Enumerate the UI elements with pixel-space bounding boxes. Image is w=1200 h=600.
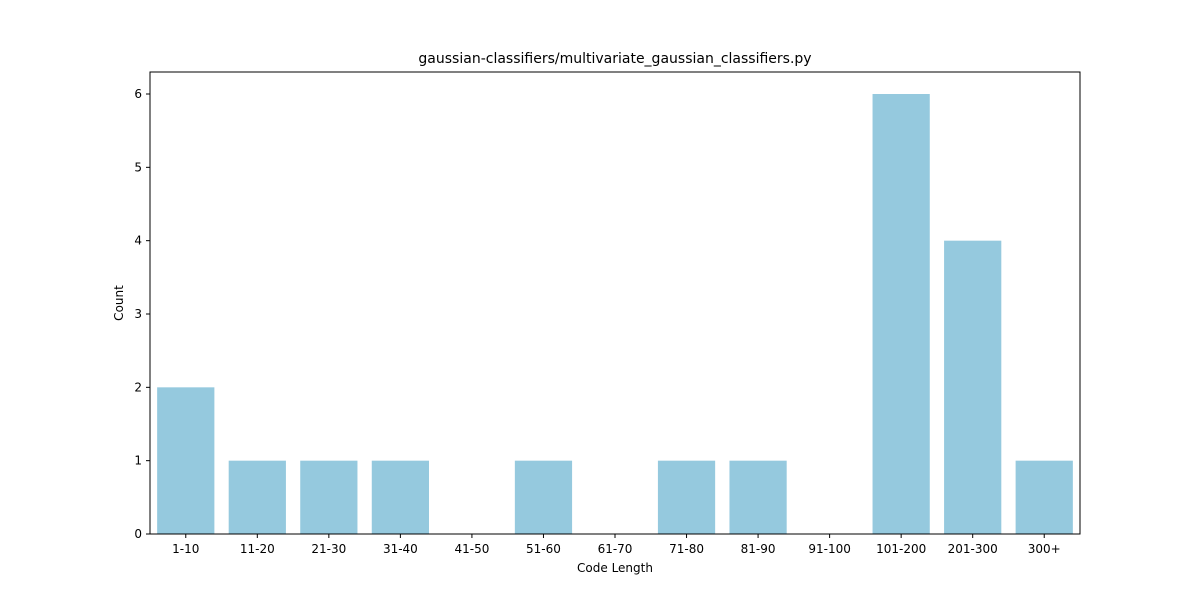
bar-71-80 (657, 460, 716, 534)
bars-group (157, 94, 1073, 535)
x-tick-label: 51-60 (526, 542, 561, 556)
bar-81-90 (729, 460, 787, 534)
x-tick-label: 91-100 (808, 542, 851, 556)
chart-title: gaussian-classifiers/multivariate_gaussi… (418, 51, 811, 67)
x-tick-label: 101-200 (876, 542, 926, 556)
y-tick-label: 1 (134, 454, 142, 468)
x-tick-label: 31-40 (383, 542, 418, 556)
y-tick-label: 0 (134, 527, 142, 541)
x-tick-label: 1-10 (172, 542, 199, 556)
x-tick-label: 11-20 (240, 542, 275, 556)
bar-21-30 (300, 460, 358, 534)
x-tick-label: 41-50 (454, 542, 489, 556)
y-tick-label: 2 (134, 380, 142, 394)
x-tick-label: 81-90 (741, 542, 776, 556)
x-axis: 1-10 11-20 21-30 31-40 41-50 51-60 61-70 71-80 8… (172, 534, 1061, 556)
x-tick-label: 71-80 (669, 542, 704, 556)
x-axis-label: Code Length (577, 561, 653, 575)
bar-1-10 (157, 387, 215, 534)
y-tick-label: 3 (134, 307, 142, 321)
bar-101-200 (872, 94, 930, 534)
plot-frame (149, 71, 1081, 535)
x-tick-label: 201-300 (948, 542, 998, 556)
bar-300+ (1015, 460, 1073, 534)
bar-51-60 (514, 460, 573, 534)
y-tick-label: 6 (134, 87, 142, 101)
bar-31-40 (371, 460, 429, 534)
bar-201-300 (944, 240, 1002, 535)
y-axis: 0 1 2 3 4 5 6 (134, 87, 150, 541)
bar-11-20 (228, 460, 286, 534)
y-tick-label: 4 (134, 234, 142, 248)
x-tick-label: 300+ (1028, 542, 1061, 556)
y-tick-label: 5 (134, 160, 142, 174)
x-tick-label: 61-70 (598, 542, 633, 556)
x-tick-label: 21-30 (311, 542, 346, 556)
y-axis-label: Count (112, 285, 126, 321)
